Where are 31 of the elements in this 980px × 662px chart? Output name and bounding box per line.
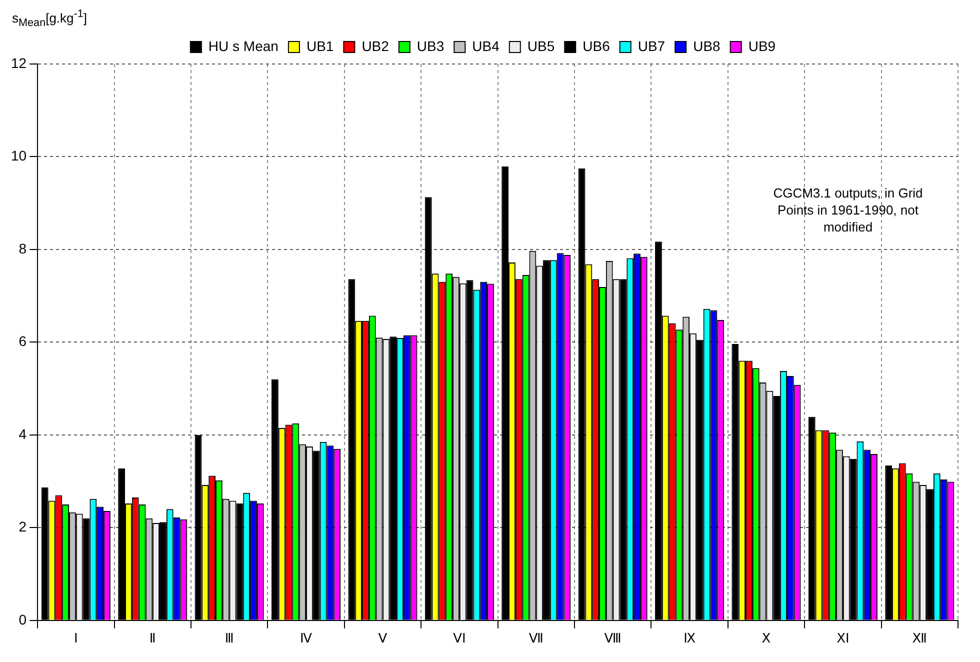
x-tick-label: Ⅱ	[149, 632, 156, 647]
x-tick-label: XI	[836, 632, 850, 647]
y-axis-title: s$_{Mean}$[g.kg$^{-1}$]	[12, 8, 88, 30]
legend-label: UB5	[527, 38, 555, 54]
annotation: CGCM3.1 outputs, in Grid Points in 1961-1990, not modified	[773, 186, 923, 235]
x-tick-label: Ⅷ	[604, 632, 622, 647]
y-tick-label: 12	[10, 54, 27, 71]
y-tick-label: 2	[18, 518, 27, 535]
y-tick-label: 4	[18, 426, 27, 442]
x-tick-label: Ⅳ	[300, 632, 312, 647]
legend-label: UB4	[472, 38, 500, 54]
legend-label: UB9	[748, 38, 776, 54]
x-tick-label: Ⅲ	[224, 632, 234, 647]
y-tick-label: 6	[18, 333, 27, 350]
y-tick-label: 0	[18, 611, 27, 628]
x-tick-label: Ⅶ	[528, 632, 544, 647]
legend-label: UB1	[306, 38, 334, 54]
x-tick-label: Ⅻ	[912, 632, 928, 647]
legend-label: UB7	[638, 38, 666, 54]
x-tick-label: X	[762, 632, 771, 647]
legend-label: UB6	[582, 38, 610, 54]
legend-label: UB3	[416, 38, 444, 54]
x-tick-label: V	[378, 632, 388, 647]
y-tick-label: 10	[10, 148, 27, 164]
legend-label: UB2	[362, 38, 390, 54]
x-tick-label: Ⅸ	[684, 632, 696, 647]
x-tick-label: VI	[453, 632, 466, 647]
legend-label: HU s Mean	[208, 38, 278, 54]
legend-label: UB8	[693, 38, 721, 54]
y-tick-label: 8	[18, 240, 27, 256]
x-tick-label: I	[74, 632, 78, 647]
